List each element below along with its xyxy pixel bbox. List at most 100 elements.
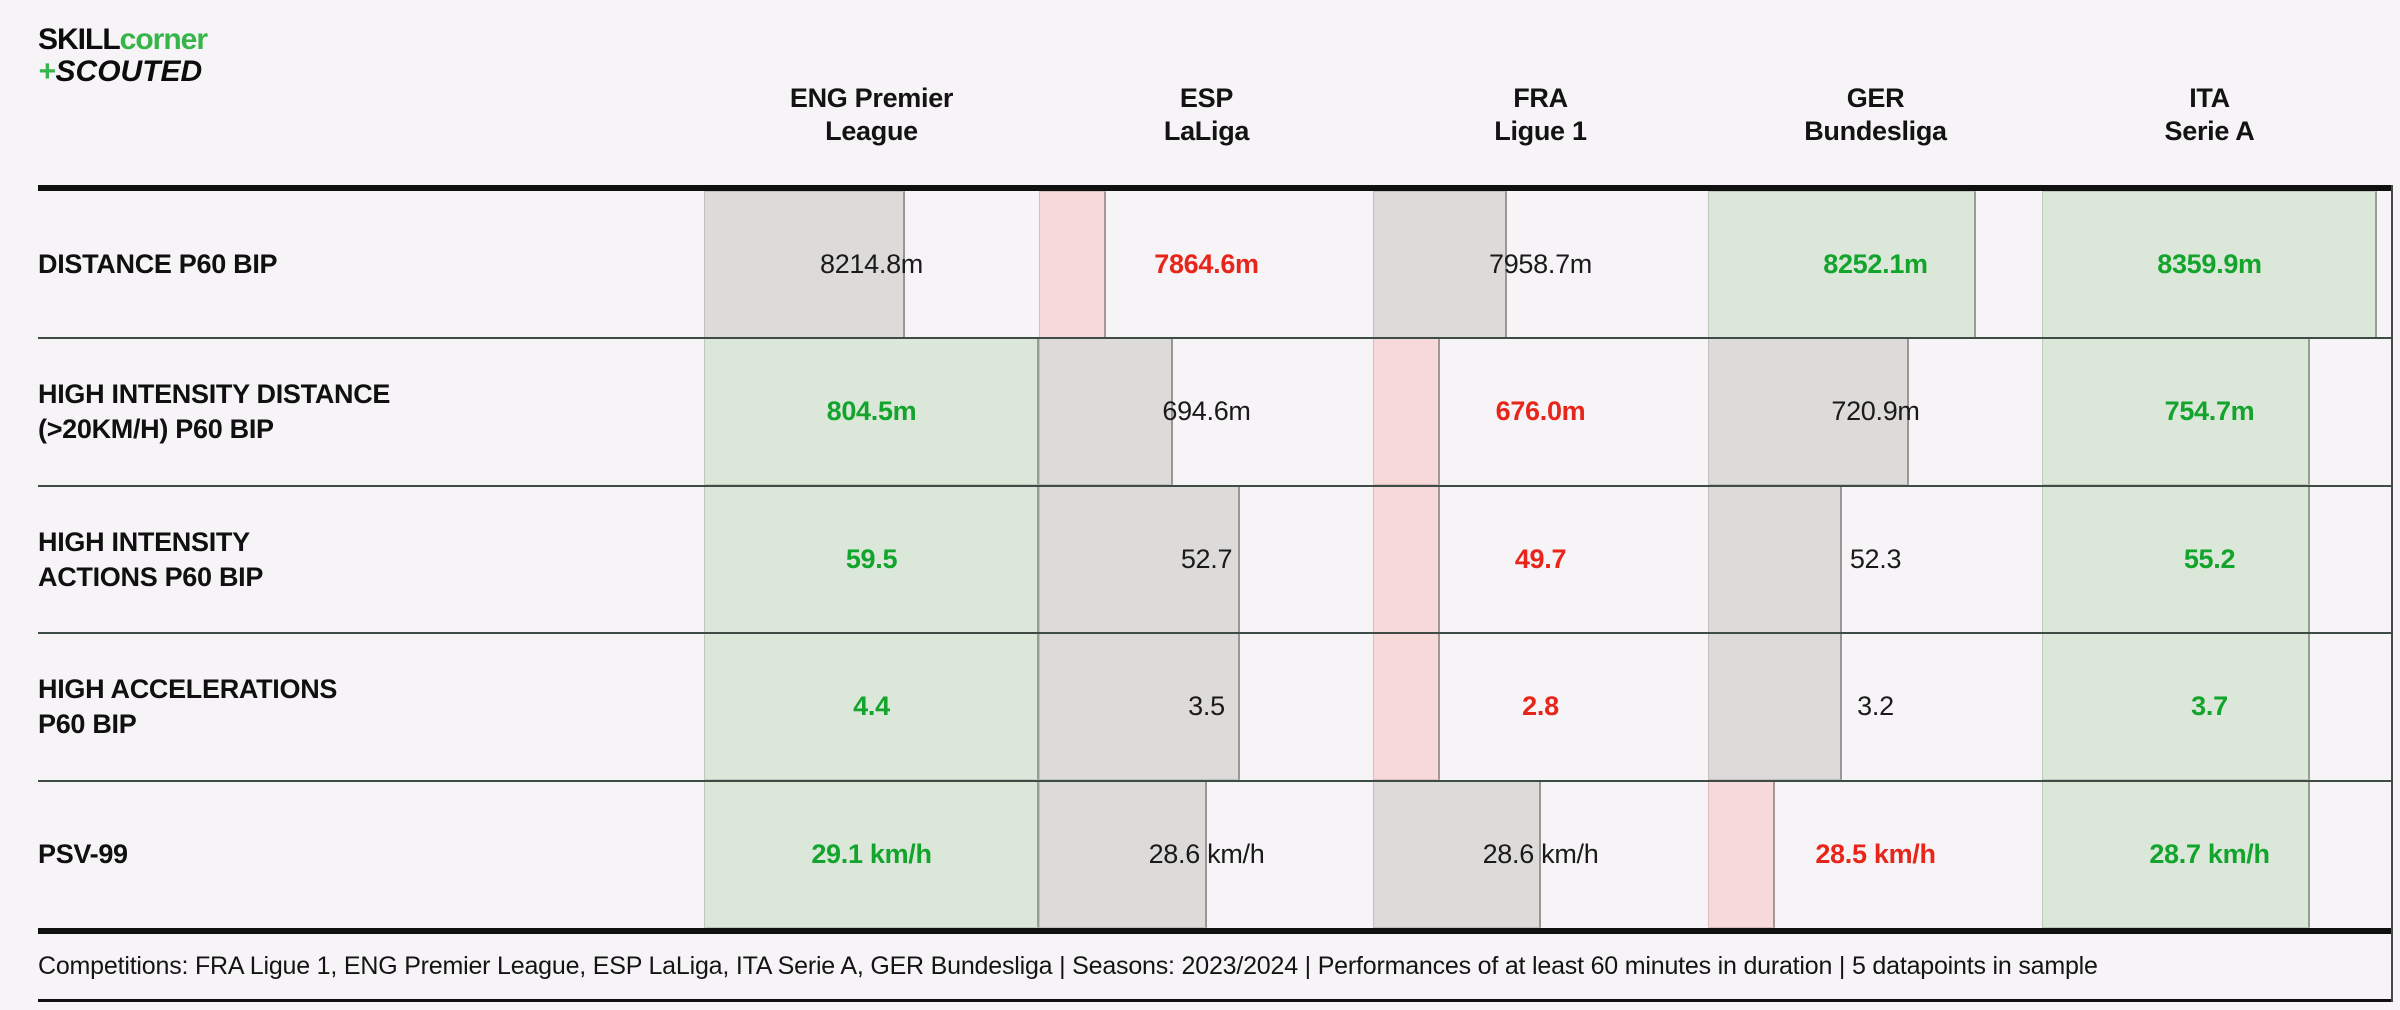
logo-line-scouted: +SCOUTED — [38, 56, 207, 88]
value-bar — [1039, 191, 1106, 338]
table-cell: 29.1 km/h — [704, 781, 1039, 928]
cell-value: 2.8 — [1522, 691, 1559, 721]
cell-value: 29.1 km/h — [811, 839, 932, 869]
table-cell: 8359.9m — [2042, 191, 2377, 338]
table-cell: 28.7 km/h — [2042, 781, 2377, 928]
table-bottom-divider — [38, 928, 2393, 934]
column-header-line2: Bundesliga — [1804, 116, 1947, 146]
cell-value: 59.5 — [845, 544, 898, 574]
header-divider — [38, 185, 2393, 191]
cell-value: 52.7 — [1180, 544, 1233, 574]
table-cell: 694.6m — [1039, 338, 1374, 485]
column-header-line2: Serie A — [2164, 116, 2255, 146]
table-cell: 59.5 — [704, 486, 1039, 633]
row-label-line: PSV-99 — [38, 839, 128, 869]
column-header-esp-laliga: ESP LaLiga — [1039, 82, 1374, 148]
cell-value: 3.5 — [1188, 691, 1225, 721]
cell-value: 8214.8m — [820, 249, 923, 279]
value-bar — [2042, 338, 2310, 485]
value-bar — [2042, 633, 2310, 780]
value-bar — [1373, 486, 1440, 633]
row-divider — [38, 485, 2393, 487]
column-header-line2: League — [825, 116, 918, 146]
cell-value: 694.6m — [1162, 396, 1251, 426]
row-divider — [38, 632, 2393, 634]
logo-skill-text: SKILL — [38, 23, 121, 56]
value-bar — [704, 191, 905, 338]
column-header-line1: ENG Premier — [789, 83, 954, 113]
cell-value: 7864.6m — [1154, 249, 1259, 279]
value-bar — [1039, 781, 1207, 928]
cell-value: 28.7 km/h — [2149, 839, 2270, 869]
cell-value: 28.6 km/h — [1482, 839, 1599, 869]
table-cell: 4.4 — [704, 633, 1039, 780]
row-label-high-intensity-actions: HIGH INTENSITY ACTIONS P60 BIP — [38, 486, 658, 633]
cell-value: 8359.9m — [2157, 249, 2262, 279]
row-label-high-intensity-distance: HIGH INTENSITY DISTANCE (>20KM/H) P60 BI… — [38, 338, 658, 485]
cell-value: 55.2 — [2183, 544, 2236, 574]
cell-value: 676.0m — [1495, 396, 1586, 426]
cell-value: 3.2 — [1857, 691, 1894, 721]
table-cell: 7958.7m — [1373, 191, 1708, 338]
value-bar — [1708, 781, 1775, 928]
row-label-line: HIGH INTENSITY — [38, 526, 250, 557]
row-divider — [38, 337, 2393, 339]
table-cell: 52.3 — [1708, 486, 2043, 633]
column-header-line2: Ligue 1 — [1494, 116, 1587, 146]
value-bar — [1708, 191, 1976, 338]
table-cell: 28.5 km/h — [1708, 781, 2043, 928]
table-cell: 3.5 — [1039, 633, 1374, 780]
table-cell: 8252.1m — [1708, 191, 2043, 338]
cell-value: 28.6 km/h — [1148, 839, 1265, 869]
logo-plus-sign: + — [38, 55, 56, 88]
logo-scouted-text: SCOUTED — [55, 55, 203, 88]
page-bottom-divider — [38, 999, 2393, 1002]
row-label-line: (>20KM/H) P60 BIP — [38, 413, 274, 444]
table-cell: 55.2 — [2042, 486, 2377, 633]
logo-corner-text: corner — [119, 23, 208, 56]
cell-value: 804.5m — [826, 396, 917, 426]
cell-value: 8252.1m — [1823, 249, 1928, 279]
value-bar — [1373, 781, 1541, 928]
row-label-line: HIGH INTENSITY DISTANCE — [38, 378, 391, 409]
column-header-line1: GER — [1846, 83, 1905, 113]
value-bar — [1039, 486, 1240, 633]
table-cell: 52.7 — [1039, 486, 1374, 633]
row-label-line: P60 BIP — [38, 708, 137, 739]
value-bar — [2042, 486, 2310, 633]
value-bar — [2042, 781, 2310, 928]
cell-value: 7958.7m — [1489, 249, 1592, 279]
value-bar — [2042, 191, 2377, 338]
table-right-border — [2391, 185, 2393, 1002]
cell-value: 4.4 — [853, 691, 890, 721]
table-cell: 720.9m — [1708, 338, 2043, 485]
cell-value: 3.7 — [2191, 691, 2228, 721]
table-cell: 754.7m — [2042, 338, 2377, 485]
value-bar — [704, 338, 1039, 485]
row-label-high-accelerations: HIGH ACCELERATIONS P60 BIP — [38, 633, 658, 780]
cell-value: 52.3 — [1849, 544, 1902, 574]
column-header-line1: ITA — [2189, 83, 2230, 113]
column-header-eng-premier-league: ENG Premier League — [704, 82, 1039, 148]
column-header-line1: FRA — [1513, 83, 1568, 113]
row-label-psv-99: PSV-99 — [38, 781, 658, 928]
column-header-line1: ESP — [1179, 83, 1234, 113]
cell-value: 720.9m — [1831, 396, 1920, 426]
value-bar — [1039, 338, 1173, 485]
cell-value: 28.5 km/h — [1815, 839, 1936, 869]
table-cell: 8214.8m — [704, 191, 1039, 338]
row-divider — [38, 780, 2393, 782]
footer-note: Competitions: FRA Ligue 1, ENG Premier L… — [38, 952, 2098, 980]
column-header-ita-serie-a: ITA Serie A — [2042, 82, 2377, 148]
table-cell: 3.2 — [1708, 633, 2043, 780]
table-cell: 676.0m — [1373, 338, 1708, 485]
row-label-line: DISTANCE P60 BIP — [38, 249, 278, 279]
column-header-line2: LaLiga — [1163, 116, 1250, 146]
column-header-fra-ligue1: FRA Ligue 1 — [1373, 82, 1708, 148]
table-cell: 2.8 — [1373, 633, 1708, 780]
table-cell: 7864.6m — [1039, 191, 1374, 338]
column-header-ger-bundesliga: GER Bundesliga — [1708, 82, 2043, 148]
row-label-line: ACTIONS P60 BIP — [38, 561, 264, 592]
row-label-line: HIGH ACCELERATIONS — [38, 673, 338, 704]
